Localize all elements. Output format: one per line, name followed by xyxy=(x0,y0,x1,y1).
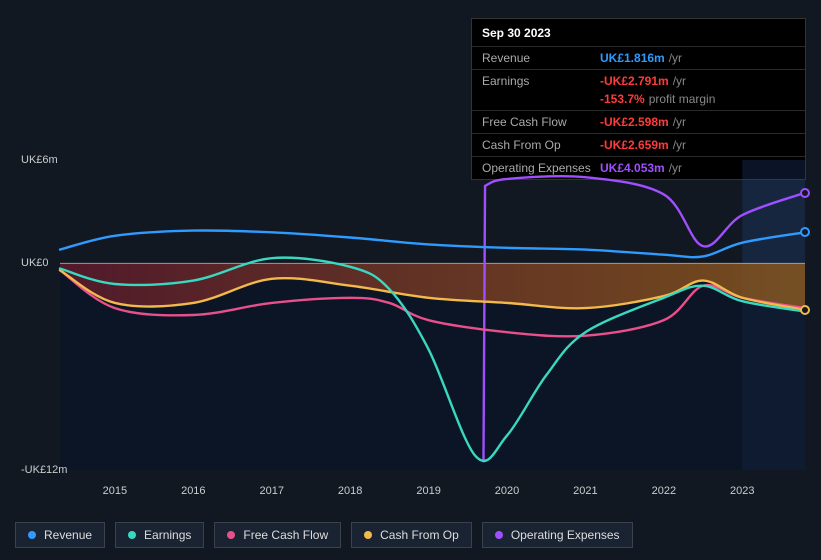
legend-label: Revenue xyxy=(44,528,92,542)
legend-item-opex[interactable]: Operating Expenses xyxy=(482,522,633,548)
tooltip-row: -153.7% profit margin xyxy=(472,92,805,110)
tooltip-row-suffix: /yr xyxy=(673,74,686,88)
tooltip-row-label: Free Cash Flow xyxy=(482,115,600,129)
y-axis-label: -UK£12m xyxy=(21,464,67,476)
tooltip-row-label: Cash From Op xyxy=(482,138,600,152)
chart-legend: Revenue Earnings Free Cash Flow Cash From O… xyxy=(15,522,633,548)
tooltip-row-suffix: /yr xyxy=(673,115,686,129)
chart-tooltip: Sep 30 2023 RevenueUK£1.816m/yrEarnings-… xyxy=(471,18,806,180)
tooltip-row: Cash From Op-UK£2.659m/yr xyxy=(472,133,805,156)
tooltip-row: RevenueUK£1.816m/yr xyxy=(472,46,805,69)
legend-item-fcf[interactable]: Free Cash Flow xyxy=(214,522,341,548)
tooltip-row-suffix: /yr xyxy=(673,138,686,152)
y-axis-label: UK£6m xyxy=(21,154,58,166)
x-axis-label: 2016 xyxy=(181,485,205,497)
legend-swatch xyxy=(28,531,36,539)
legend-swatch xyxy=(364,531,372,539)
series-end-marker xyxy=(800,227,810,237)
legend-swatch xyxy=(495,531,503,539)
x-axis-label: 2015 xyxy=(103,485,127,497)
legend-label: Cash From Op xyxy=(380,528,459,542)
series-end-marker xyxy=(800,305,810,315)
legend-label: Free Cash Flow xyxy=(243,528,328,542)
x-axis-label: 2023 xyxy=(730,485,754,497)
tooltip-row-value: UK£1.816m xyxy=(600,51,665,65)
legend-label: Earnings xyxy=(144,528,191,542)
y-axis-label: UK£0 xyxy=(21,257,49,269)
tooltip-row-value: -UK£2.659m xyxy=(600,138,669,152)
tooltip-row-label: Earnings xyxy=(482,74,600,88)
legend-item-revenue[interactable]: Revenue xyxy=(15,522,105,548)
x-axis-label: 2021 xyxy=(573,485,597,497)
tooltip-row-suffix: /yr xyxy=(669,51,682,65)
x-axis-label: 2017 xyxy=(259,485,283,497)
legend-label: Operating Expenses xyxy=(511,528,620,542)
x-axis: 2015 2016 2017 2018 2019 2020 2021 2022 2023 xyxy=(15,485,805,505)
legend-swatch xyxy=(128,531,136,539)
tooltip-row: Earnings-UK£2.791m/yr xyxy=(472,69,805,92)
tooltip-row-value: -153.7% xyxy=(600,92,645,106)
tooltip-title: Sep 30 2023 xyxy=(472,19,805,46)
tooltip-row-value: -UK£2.598m xyxy=(600,115,669,129)
tooltip-row-value: -UK£2.791m xyxy=(600,74,669,88)
legend-swatch xyxy=(227,531,235,539)
series-end-marker xyxy=(800,188,810,198)
x-axis-label: 2018 xyxy=(338,485,362,497)
x-axis-label: 2020 xyxy=(495,485,519,497)
legend-item-earnings[interactable]: Earnings xyxy=(115,522,204,548)
financial-chart: UK£6mUK£0-UK£12m xyxy=(15,160,805,500)
tooltip-row-suffix: profit margin xyxy=(649,92,716,106)
x-axis-label: 2019 xyxy=(416,485,440,497)
x-axis-label: 2022 xyxy=(652,485,676,497)
tooltip-row: Free Cash Flow-UK£2.598m/yr xyxy=(472,110,805,133)
legend-item-cashop[interactable]: Cash From Op xyxy=(351,522,472,548)
tooltip-row-label: Revenue xyxy=(482,51,600,65)
